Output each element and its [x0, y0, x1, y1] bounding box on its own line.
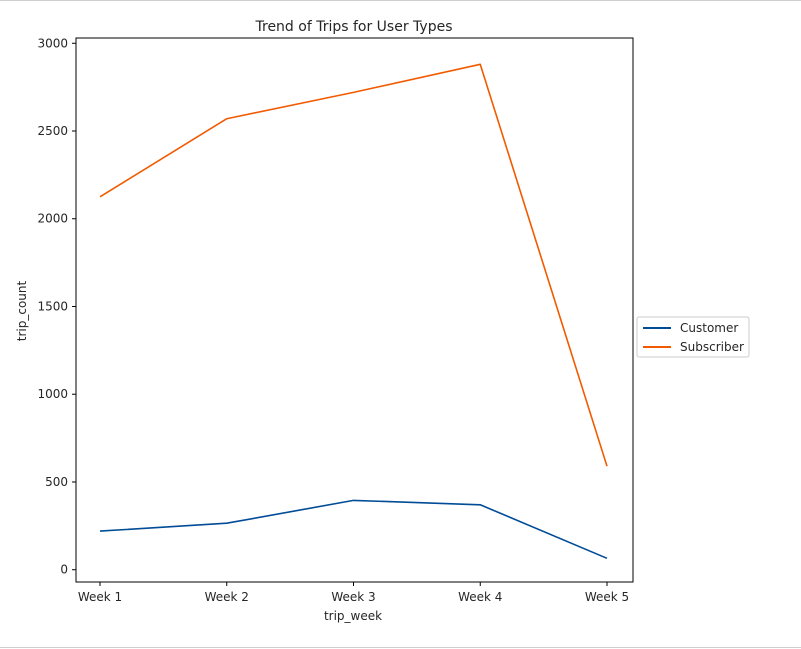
- x-axis-label: trip_week: [324, 609, 382, 623]
- x-tick-label: Week 3: [331, 590, 375, 604]
- x-tick-label: Week 2: [205, 590, 249, 604]
- chart-title: Trend of Trips for User Types: [255, 19, 453, 35]
- legend-label-customer: Customer: [680, 321, 738, 335]
- y-tick-label: 0: [60, 563, 68, 577]
- legend-label-subscriber: Subscriber: [680, 340, 744, 354]
- y-axis-label: trip_count: [15, 280, 29, 341]
- y-tick-label: 3000: [37, 36, 68, 50]
- x-tick-label: Week 4: [458, 590, 502, 604]
- plot-area: [75, 37, 634, 583]
- series-lines: [99, 63, 608, 560]
- y-tick-label: 1000: [37, 387, 68, 401]
- y-tick-label: 500: [45, 475, 68, 489]
- legend: Customer Subscriber: [636, 316, 750, 358]
- y-tick-label: 2500: [37, 124, 68, 138]
- x-tick-label: Week 5: [585, 590, 629, 604]
- x-tick-label: Week 1: [78, 590, 122, 604]
- x-axis: Week 1 Week 2 Week 3 Week 4 Week 5: [78, 582, 629, 604]
- series-line-customer: [99, 499, 608, 560]
- y-tick-label: 1500: [37, 299, 68, 313]
- series-line-subscriber: [99, 63, 608, 467]
- y-axis: 0 500 1000 1500 2000 2500 3000: [37, 36, 76, 577]
- y-tick-label: 2000: [37, 212, 68, 226]
